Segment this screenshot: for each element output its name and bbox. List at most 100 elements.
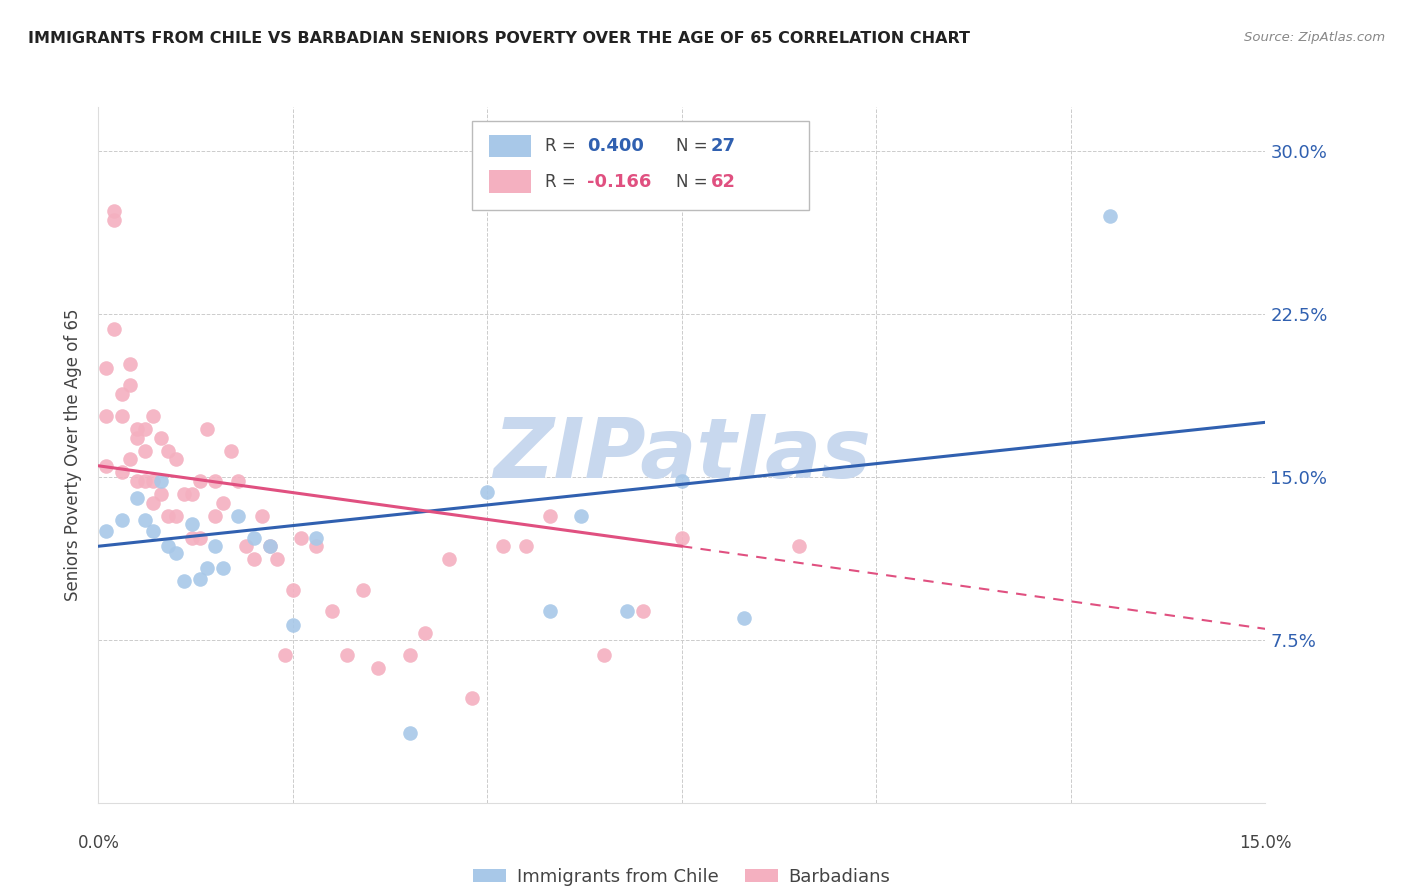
Point xyxy=(149,431,172,445)
Point xyxy=(243,531,266,545)
Point xyxy=(180,517,202,532)
Point xyxy=(515,539,537,553)
Point xyxy=(127,491,149,506)
Point xyxy=(492,539,515,553)
Point xyxy=(413,626,436,640)
Point xyxy=(477,484,499,499)
Point xyxy=(204,508,226,523)
Point xyxy=(103,213,125,227)
Point xyxy=(118,452,141,467)
Point xyxy=(195,422,218,436)
Text: ZIPatlas: ZIPatlas xyxy=(494,415,870,495)
Point xyxy=(593,648,616,662)
Y-axis label: Seniors Poverty Over the Age of 65: Seniors Poverty Over the Age of 65 xyxy=(65,309,83,601)
Point xyxy=(127,422,149,436)
Point xyxy=(305,531,328,545)
Point xyxy=(274,648,297,662)
Text: 27: 27 xyxy=(711,137,735,155)
Point xyxy=(149,474,172,488)
Point xyxy=(165,508,187,523)
Point xyxy=(127,431,149,445)
Point xyxy=(321,605,343,619)
Point xyxy=(569,508,592,523)
Point xyxy=(188,531,211,545)
Text: -0.166: -0.166 xyxy=(588,173,651,191)
Point xyxy=(212,561,235,575)
Point xyxy=(204,474,226,488)
Point xyxy=(195,561,218,575)
Point xyxy=(219,443,242,458)
Point xyxy=(461,691,484,706)
Point xyxy=(111,387,134,401)
Point xyxy=(671,474,693,488)
Point xyxy=(96,458,118,473)
Legend: Immigrants from Chile, Barbadians: Immigrants from Chile, Barbadians xyxy=(465,861,898,892)
Point xyxy=(631,605,654,619)
Point xyxy=(173,574,195,588)
Point xyxy=(134,422,156,436)
Point xyxy=(228,508,250,523)
Point xyxy=(111,513,134,527)
Point xyxy=(290,531,312,545)
Text: IMMIGRANTS FROM CHILE VS BARBADIAN SENIORS POVERTY OVER THE AGE OF 65 CORRELATIO: IMMIGRANTS FROM CHILE VS BARBADIAN SENIO… xyxy=(28,31,970,46)
Point xyxy=(616,605,638,619)
Point xyxy=(142,474,165,488)
Point xyxy=(266,552,288,566)
Point xyxy=(157,443,180,458)
Point xyxy=(134,474,156,488)
Point xyxy=(188,572,211,586)
Text: N =: N = xyxy=(676,173,713,191)
Text: R =: R = xyxy=(546,137,581,155)
Point xyxy=(127,474,149,488)
Point xyxy=(352,582,374,597)
Point xyxy=(733,611,755,625)
Point xyxy=(111,466,134,480)
Point xyxy=(305,539,328,553)
Point xyxy=(173,487,195,501)
Point xyxy=(118,357,141,371)
Point xyxy=(1098,209,1121,223)
Point xyxy=(437,552,460,566)
Point xyxy=(538,605,561,619)
Point xyxy=(228,474,250,488)
Point xyxy=(96,524,118,538)
Point xyxy=(157,539,180,553)
Text: 0.400: 0.400 xyxy=(588,137,644,155)
Point xyxy=(281,582,304,597)
Point xyxy=(259,539,281,553)
Point xyxy=(259,539,281,553)
Point xyxy=(212,496,235,510)
Point xyxy=(538,508,561,523)
Text: 0.0%: 0.0% xyxy=(77,834,120,852)
Point xyxy=(336,648,359,662)
Point xyxy=(103,322,125,336)
Point xyxy=(671,531,693,545)
Point xyxy=(96,360,118,375)
Point xyxy=(787,539,810,553)
Text: 15.0%: 15.0% xyxy=(1239,834,1292,852)
Point xyxy=(367,661,389,675)
Point xyxy=(165,452,187,467)
Point xyxy=(281,617,304,632)
Point xyxy=(398,726,420,740)
Point xyxy=(103,204,125,219)
Point xyxy=(398,648,420,662)
Point xyxy=(180,487,202,501)
Point xyxy=(142,524,165,538)
Point xyxy=(96,409,118,423)
Point xyxy=(134,513,156,527)
Point xyxy=(134,443,156,458)
Point xyxy=(111,409,134,423)
Point xyxy=(188,474,211,488)
Point xyxy=(142,409,165,423)
Point xyxy=(157,508,180,523)
Point xyxy=(204,539,226,553)
Point xyxy=(243,552,266,566)
Point xyxy=(118,378,141,392)
Point xyxy=(165,546,187,560)
Point xyxy=(142,496,165,510)
Text: Source: ZipAtlas.com: Source: ZipAtlas.com xyxy=(1244,31,1385,45)
Text: 62: 62 xyxy=(711,173,735,191)
Text: R =: R = xyxy=(546,173,581,191)
Point xyxy=(149,487,172,501)
